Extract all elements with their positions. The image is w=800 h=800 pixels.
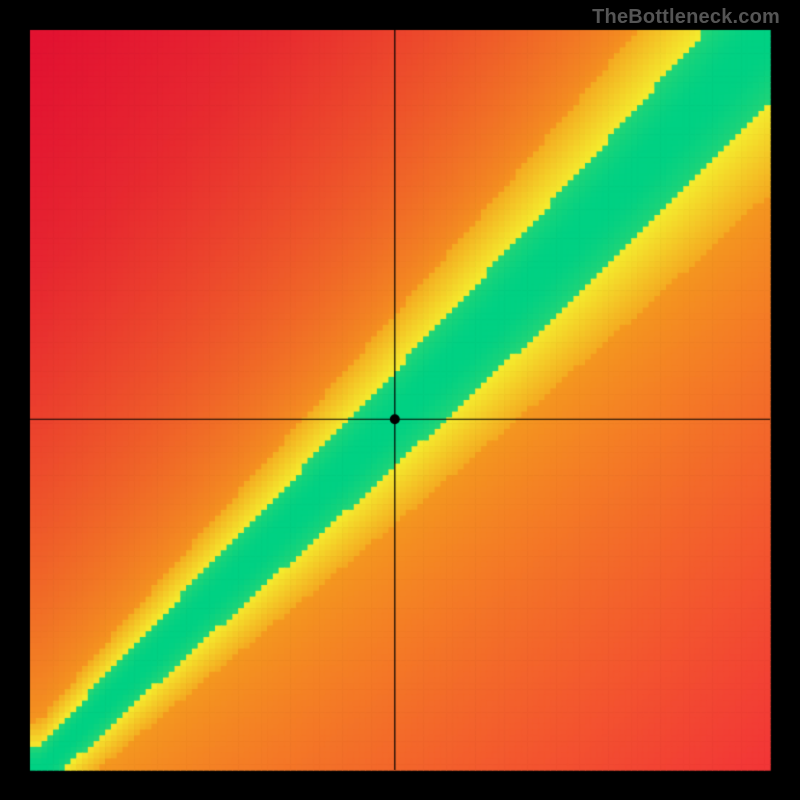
watermark-text: TheBottleneck.com: [592, 6, 780, 29]
heatmap-canvas: [0, 0, 800, 800]
chart-container: TheBottleneck.com: [0, 0, 800, 800]
